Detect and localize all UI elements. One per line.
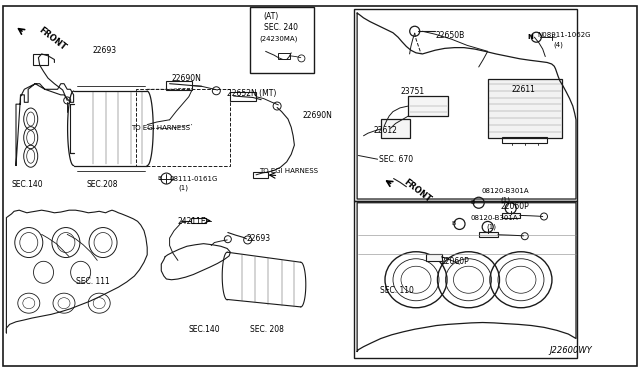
Text: (1): (1) [500,197,511,203]
Bar [479,232,498,237]
Text: (24230MA): (24230MA) [259,36,298,42]
Text: 22650B: 22650B [435,31,465,40]
Text: TO EGI HARNESS: TO EGI HARNESS [131,125,190,131]
Text: 22690N: 22690N [303,111,333,120]
Bar [381,119,410,138]
Bar [136,89,230,166]
Bar [502,137,547,143]
Text: N: N [527,34,534,40]
Text: SEC.208: SEC.208 [86,180,118,189]
Bar [408,96,448,116]
Text: 22060P: 22060P [440,257,469,266]
Text: 08120-B301A: 08120-B301A [481,188,529,194]
Bar [253,172,268,178]
Text: SEC. 208: SEC. 208 [250,325,284,334]
Text: SEC. 240: SEC. 240 [264,23,298,32]
Bar [354,9,577,201]
Text: FRONT: FRONT [402,177,433,204]
Text: 24211E: 24211E [178,217,207,226]
Text: FRONT: FRONT [37,26,68,52]
Text: SEC. 110: SEC. 110 [380,286,414,295]
Bar [502,213,520,218]
Text: 22060P: 22060P [500,202,529,211]
Text: (4): (4) [554,41,563,48]
Text: J22600WY: J22600WY [549,346,592,355]
Bar [278,53,290,59]
Bar [426,254,442,261]
Text: (AT): (AT) [264,12,279,21]
Text: SEC.140: SEC.140 [189,325,220,334]
Bar [250,7,314,73]
Text: N08911-1062G: N08911-1062G [538,32,591,38]
Text: 22612: 22612 [374,126,397,135]
Bar [33,54,48,65]
Text: B: B [158,176,162,181]
Text: 22652N (MT): 22652N (MT) [227,89,276,98]
Text: 22690N: 22690N [172,74,202,83]
Text: 22611: 22611 [512,85,536,94]
Bar [230,92,256,101]
Text: 08120-B301A: 08120-B301A [470,215,518,221]
Bar [488,79,562,138]
Text: SEC. 111: SEC. 111 [76,278,109,286]
Bar [354,201,577,358]
Text: B: B [452,221,456,227]
Text: 23751: 23751 [401,87,425,96]
Bar [191,218,206,223]
Text: SEC.140: SEC.140 [12,180,43,189]
Text: 22693: 22693 [93,46,117,55]
Bar [166,81,192,90]
Text: (1): (1) [486,224,497,230]
Text: (1): (1) [178,185,188,191]
Text: B: B [471,200,475,205]
Text: TO EGI HARNESS: TO EGI HARNESS [259,168,318,174]
Text: 08111-0161G: 08111-0161G [170,176,218,182]
Text: 22693: 22693 [246,234,271,243]
Text: SEC. 670: SEC. 670 [379,155,413,164]
